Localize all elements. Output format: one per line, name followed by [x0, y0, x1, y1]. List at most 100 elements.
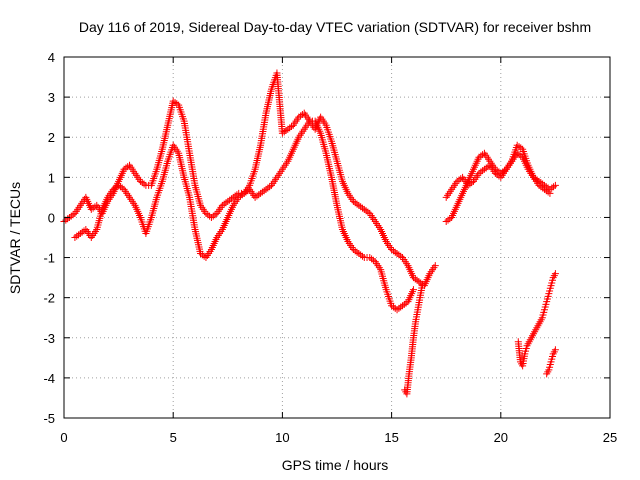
data-point: [202, 209, 210, 217]
data-point: [357, 251, 365, 259]
data-point: [71, 234, 79, 241]
data-point: [244, 187, 252, 195]
data-point: [389, 303, 397, 311]
y-tick-label: -4: [43, 371, 55, 386]
data-point: [550, 183, 558, 191]
data-point: [226, 196, 234, 204]
data-point: [551, 181, 559, 189]
data-point: [391, 248, 399, 256]
data-point: [364, 208, 372, 216]
data-point: [138, 179, 146, 187]
data-point: [546, 189, 554, 197]
data-point: [515, 143, 523, 151]
data-point: [204, 211, 212, 219]
data-point: [455, 176, 463, 184]
data-point: [388, 246, 396, 254]
x-tick-label: 15: [384, 430, 398, 445]
data-point: [477, 152, 485, 160]
data-point: [393, 306, 401, 314]
data-point: [288, 123, 295, 131]
data-point: [493, 167, 501, 175]
data-point: [355, 250, 363, 258]
data-point: [235, 193, 243, 201]
data-point: [251, 193, 259, 201]
data-point: [120, 165, 128, 173]
x-tick-label: 5: [170, 430, 177, 445]
y-tick-label: -3: [43, 331, 55, 346]
data-point: [369, 256, 377, 264]
y-tick-label: -1: [43, 251, 55, 266]
data-point: [211, 211, 219, 219]
data-point: [173, 100, 181, 108]
data-point: [140, 180, 148, 188]
data-point: [362, 207, 370, 215]
data-points: [60, 69, 559, 398]
data-point: [297, 112, 305, 120]
x-tick-label: 0: [60, 430, 67, 445]
x-tick-label: 20: [494, 430, 508, 445]
data-point: [262, 185, 270, 193]
data-point: [411, 275, 419, 283]
data-point: [442, 217, 450, 225]
data-point: [399, 302, 407, 310]
data-point: [207, 213, 215, 221]
data-point: [91, 203, 99, 211]
data-point: [491, 165, 499, 173]
data-point: [497, 169, 505, 177]
data-point: [89, 204, 97, 212]
data-point: [136, 177, 144, 185]
data-point: [220, 200, 228, 208]
data-point: [64, 215, 72, 223]
data-point: [479, 151, 487, 159]
data-point: [111, 184, 119, 192]
data-point: [358, 252, 366, 260]
data-point: [118, 184, 126, 192]
data-point: [115, 181, 123, 189]
data-point: [484, 163, 492, 171]
data-point: [397, 252, 405, 260]
data-point: [500, 167, 508, 175]
data-point: [351, 247, 359, 255]
data-point: [227, 195, 235, 203]
data-point: [198, 251, 206, 259]
data-point: [400, 300, 408, 308]
data-point: [517, 144, 525, 152]
x-tick-label: 10: [275, 430, 289, 445]
data-point: [238, 191, 246, 199]
data-point: [395, 304, 403, 312]
x-tick-label: 25: [603, 430, 617, 445]
data-point: [475, 153, 483, 161]
y-tick-label: 3: [48, 90, 55, 105]
y-axis-label: SDTVAR / TECUs: [7, 182, 23, 294]
data-point: [482, 164, 490, 172]
data-point: [537, 183, 545, 191]
y-tick-label: 0: [48, 210, 55, 225]
data-point: [242, 188, 250, 196]
data-point: [551, 270, 559, 278]
data-point: [255, 191, 263, 199]
data-point: [513, 141, 521, 149]
data-point: [355, 201, 363, 209]
data-point: [253, 192, 261, 200]
y-tick-label: 2: [48, 130, 55, 145]
data-point: [224, 197, 232, 205]
data-point: [278, 129, 286, 137]
data-point: [109, 185, 117, 193]
plot-frame: [63, 56, 611, 419]
data-point: [171, 98, 179, 106]
data-point: [409, 274, 417, 282]
data-point: [266, 183, 274, 191]
data-point: [69, 211, 77, 219]
data-point: [87, 205, 95, 213]
data-point: [298, 110, 306, 118]
data-point: [80, 227, 88, 235]
data-point: [418, 282, 426, 290]
data-point: [542, 187, 550, 195]
data-point: [388, 302, 396, 310]
data-point: [75, 231, 83, 239]
data-point: [539, 184, 547, 192]
data-point: [264, 184, 272, 192]
data-point: [393, 250, 401, 258]
data-point: [351, 199, 359, 207]
